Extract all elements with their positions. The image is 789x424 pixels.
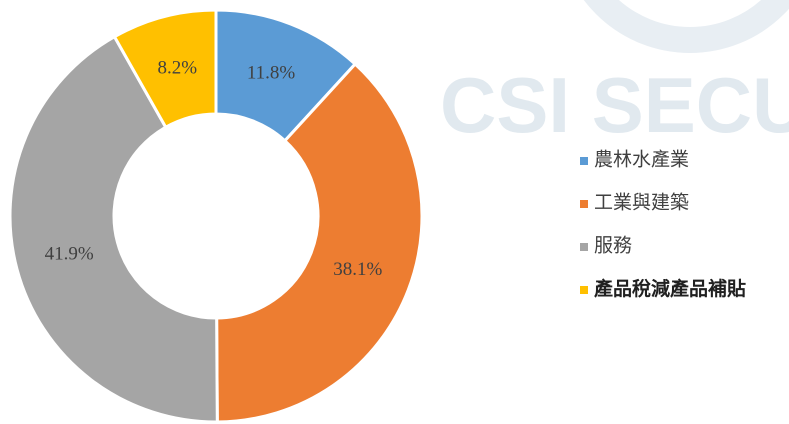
slice	[215, 61, 424, 424]
data-label: 8.2%	[157, 57, 197, 78]
legend-label: 工業與建築	[594, 191, 689, 213]
slice	[112, 8, 218, 130]
donut: 11.8% 38.1% 41.9% 8.2%	[8, 8, 424, 424]
data-label: 38.1%	[333, 259, 382, 280]
watermark: CSI SECU	[440, 61, 789, 149]
data-label: 11.8%	[247, 63, 296, 84]
legend-swatch	[580, 200, 588, 208]
legend-swatch	[580, 286, 588, 294]
legend-swatch	[580, 243, 588, 251]
slice	[8, 34, 219, 424]
legend-swatch	[580, 157, 588, 165]
watermark-logo	[583, 0, 789, 53]
legend-label: 服務	[594, 234, 632, 256]
data-label: 41.9%	[45, 244, 94, 265]
legend-label: 農林水產業	[594, 148, 689, 170]
legend-label: 產品稅減產品補貼	[594, 277, 746, 300]
